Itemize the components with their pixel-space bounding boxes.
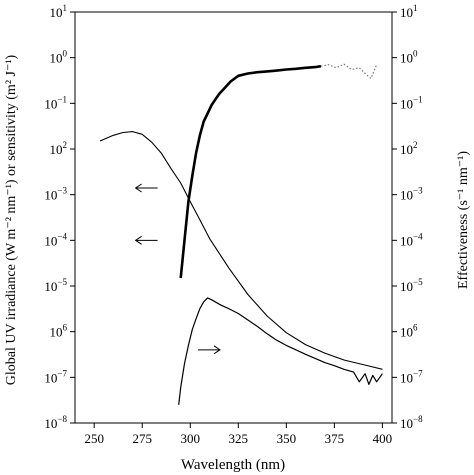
right-y-tick-label: 101 bbox=[400, 3, 418, 20]
right-y-tick-label: 10−5 bbox=[400, 277, 423, 294]
right-y-tick-label: 10−8 bbox=[400, 414, 423, 431]
right-y-axis-label: Effectiveness (s⁻¹ nm⁻¹) bbox=[456, 151, 471, 289]
series-line-2 bbox=[179, 64, 322, 279]
left-y-tick-label: 10−4 bbox=[44, 231, 67, 248]
x-tick-label: 350 bbox=[277, 431, 297, 446]
plot-frame bbox=[74, 11, 393, 424]
right-y-tick-label: 10−4 bbox=[400, 231, 423, 248]
right-y-tick-label: 10−3 bbox=[400, 186, 423, 203]
right-y-tick-label: 102 bbox=[400, 140, 418, 157]
left-y-tick-label: 10−8 bbox=[44, 414, 67, 431]
left-y-tick-label: 10−5 bbox=[44, 277, 67, 294]
right-y-tick-label: 100 bbox=[400, 49, 418, 66]
x-axis-ticks: 250 275 300 325 350 375 400 bbox=[84, 423, 392, 446]
series-line-3 bbox=[320, 63, 378, 80]
right-y-axis-ticks: 101 100 10−1 102 10−3 10−4 10−5 106 10−7 10−8 bbox=[392, 3, 423, 431]
right-y-tick-label: 106 bbox=[400, 323, 418, 340]
left-y-tick-label: 10−3 bbox=[44, 186, 67, 203]
x-tick-label: 250 bbox=[84, 431, 104, 446]
right-y-tick-label: 10−1 bbox=[400, 94, 423, 111]
left-y-tick-label: 10−7 bbox=[44, 368, 67, 385]
x-tick-label: 300 bbox=[181, 431, 201, 446]
series-line-1 bbox=[99, 131, 383, 370]
left-y-tick-label: 100 bbox=[50, 49, 68, 66]
arrow-head bbox=[134, 183, 142, 193]
left-y-tick-label: 102 bbox=[50, 140, 68, 157]
right-y-tick-label: 10−7 bbox=[400, 368, 423, 385]
left-y-axis-label: Global UV irradiance (W m⁻² nm⁻¹) or sen… bbox=[4, 54, 19, 385]
x-tick-label: 275 bbox=[132, 431, 152, 446]
x-tick-label: 375 bbox=[325, 431, 345, 446]
left-y-tick-label: 10−1 bbox=[44, 94, 67, 111]
arrow-head bbox=[134, 235, 142, 245]
left-y-axis-ticks: 101 100 10−1 102 10−3 10−4 10−5 106 10−7 10−8 bbox=[44, 3, 75, 431]
x-tick-label: 325 bbox=[229, 431, 249, 446]
arrow-head bbox=[213, 345, 221, 355]
x-tick-label: 400 bbox=[373, 431, 393, 446]
left-y-tick-label: 106 bbox=[50, 323, 68, 340]
x-axis-label: Wavelength (nm) bbox=[181, 457, 285, 473]
series-group bbox=[99, 63, 383, 405]
annotation-arrows bbox=[134, 183, 221, 355]
series-line-4 bbox=[178, 297, 383, 405]
left-y-tick-label: 101 bbox=[50, 3, 68, 20]
